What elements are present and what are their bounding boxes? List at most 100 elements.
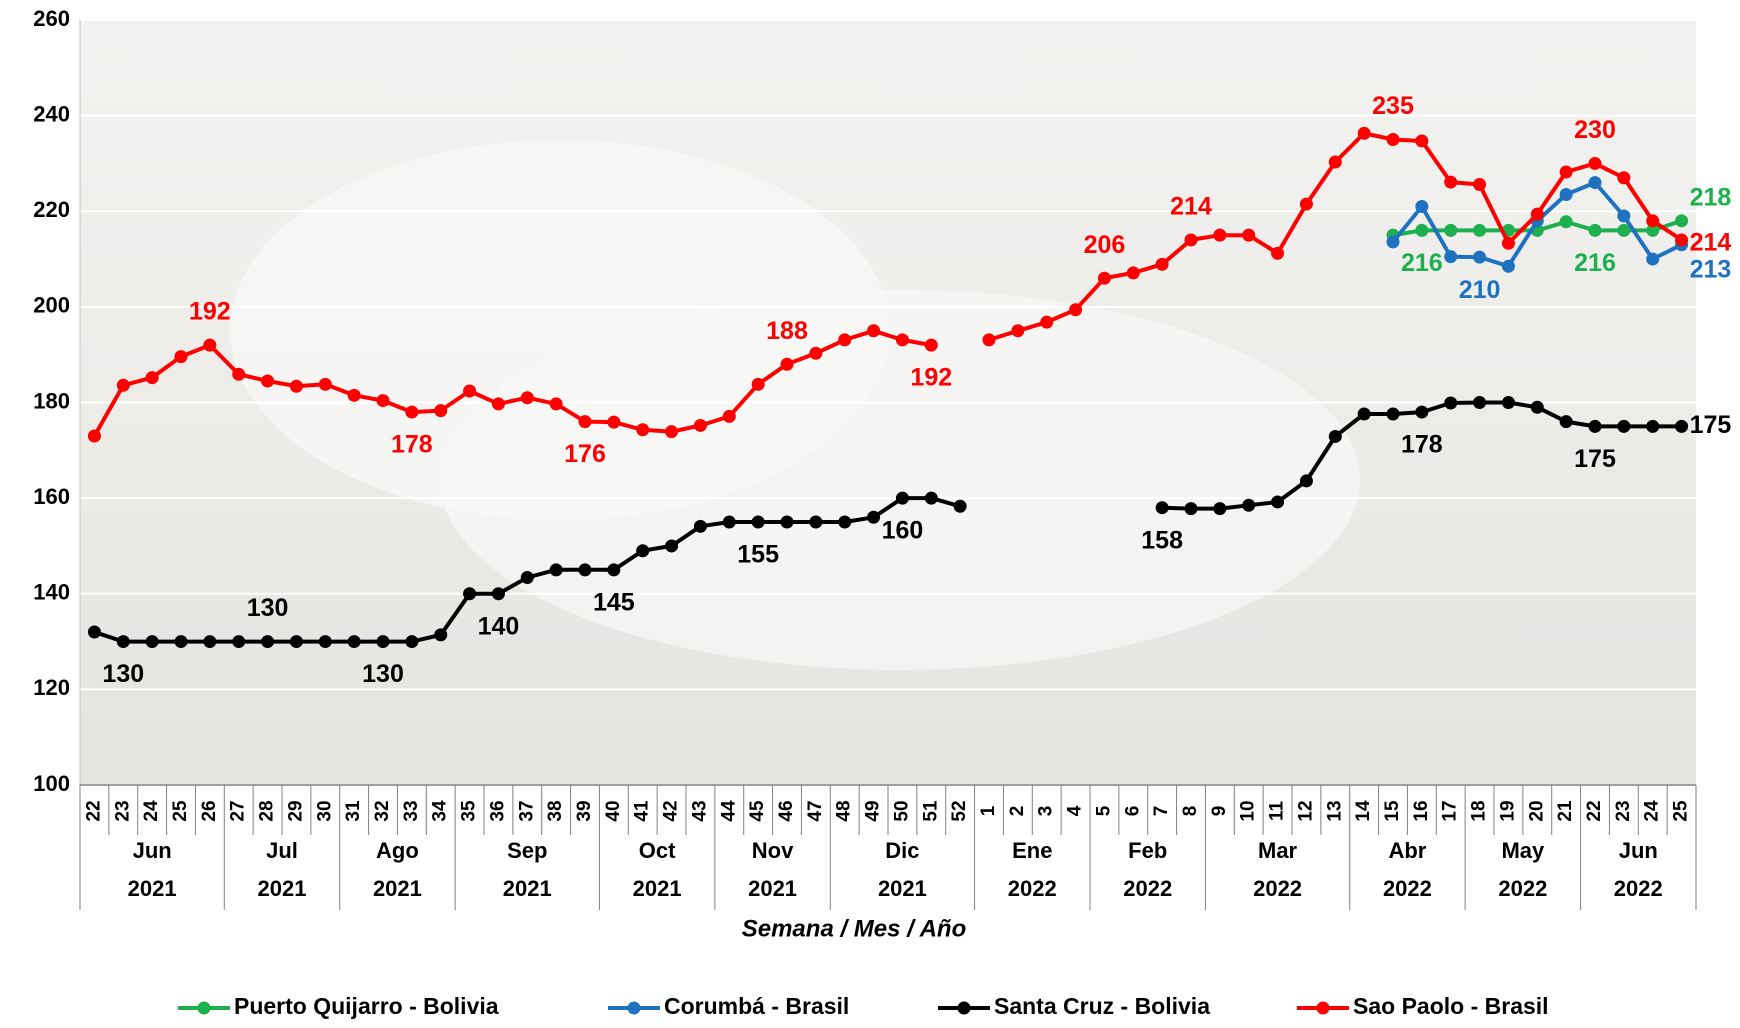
- data-point: [116, 635, 130, 649]
- data-point: [376, 394, 390, 408]
- x-tick-label: 19: [1497, 800, 1518, 821]
- month-label: Jul: [266, 838, 298, 863]
- year-label: 2021: [128, 876, 177, 901]
- data-point: [1501, 236, 1515, 250]
- data-point: [1530, 400, 1544, 414]
- data-point: [434, 628, 448, 642]
- data-point: [751, 515, 765, 529]
- x-axis-title: Semana / Mes / Año: [742, 915, 967, 942]
- data-point: [1271, 246, 1285, 260]
- data-label: 192: [189, 298, 231, 326]
- data-point: [1386, 235, 1400, 249]
- data-point: [1617, 171, 1631, 185]
- data-point: [405, 635, 419, 649]
- x-tick-label: 20: [1526, 800, 1547, 821]
- data-point: [1213, 502, 1227, 516]
- data-label: 188: [766, 317, 808, 345]
- data-point: [1473, 396, 1487, 409]
- x-tick-label: 6: [1122, 806, 1143, 817]
- x-tick-label: 42: [661, 800, 682, 821]
- legend-label: Santa Cruz - Bolivia: [994, 993, 1210, 1019]
- data-point: [1646, 419, 1660, 433]
- data-point: [1415, 199, 1429, 213]
- data-point: [1588, 156, 1602, 170]
- data-point: [1559, 165, 1573, 179]
- x-tick-label: 45: [747, 800, 768, 822]
- data-point: [1646, 223, 1660, 237]
- x-tick-label: 23: [1613, 800, 1634, 821]
- y-tick-label: 200: [33, 293, 70, 318]
- data-label: 213: [1690, 255, 1732, 283]
- data-point: [1184, 502, 1198, 516]
- month-label: Ago: [376, 838, 419, 863]
- legend-label: Corumbá - Brasil: [664, 993, 849, 1019]
- data-point: [665, 539, 679, 553]
- data-point: [203, 635, 217, 649]
- data-point: [1097, 271, 1111, 285]
- x-tick-label: 7: [1151, 806, 1172, 817]
- data-point: [1444, 223, 1458, 237]
- x-tick-label: 47: [805, 800, 826, 821]
- data-point: [895, 491, 909, 505]
- data-point: [809, 346, 823, 360]
- x-tick-label: 27: [228, 800, 249, 821]
- data-point: [1675, 233, 1689, 247]
- year-label: 2022: [1383, 876, 1432, 901]
- data-point: [491, 397, 505, 411]
- data-point: [463, 384, 477, 398]
- data-point: [1040, 315, 1054, 329]
- data-point: [1444, 175, 1458, 189]
- data-point: [1646, 214, 1660, 228]
- legend-marker: [1316, 1001, 1330, 1015]
- x-tick-label: 32: [372, 800, 393, 821]
- legend-marker: [627, 1001, 641, 1015]
- data-point: [1617, 419, 1631, 433]
- data-point: [1299, 197, 1313, 211]
- x-tick-label: 26: [199, 800, 220, 821]
- data-point: [1473, 177, 1487, 191]
- data-point: [1415, 223, 1429, 237]
- data-point: [953, 499, 967, 513]
- data-point: [780, 357, 794, 371]
- data-label: 145: [593, 588, 635, 616]
- data-point: [780, 515, 794, 529]
- x-tick-label: 24: [141, 800, 162, 822]
- data-point: [1559, 415, 1573, 429]
- y-tick-label: 220: [33, 197, 70, 222]
- data-label: 155: [737, 541, 779, 569]
- x-tick-label: 31: [343, 800, 364, 822]
- data-point: [607, 563, 621, 577]
- x-tick-label: 5: [1093, 805, 1114, 816]
- data-point: [924, 491, 938, 505]
- data-point: [1588, 176, 1602, 190]
- year-label: 2021: [373, 876, 422, 901]
- month-label: Jun: [1619, 838, 1658, 863]
- x-tick-label: 21: [1555, 800, 1576, 822]
- x-tick-label: 4: [1065, 805, 1086, 816]
- data-point: [636, 544, 650, 558]
- data-label: 176: [564, 440, 606, 468]
- data-point: [924, 338, 938, 352]
- data-point: [1357, 407, 1371, 421]
- data-point: [809, 515, 823, 529]
- data-label: 214: [1170, 193, 1212, 221]
- x-tick-label: 38: [545, 800, 566, 821]
- x-tick-label: 49: [863, 800, 884, 821]
- data-label: 158: [1141, 526, 1183, 554]
- data-point: [289, 379, 303, 393]
- data-point: [1271, 495, 1285, 509]
- x-tick-label: 29: [285, 800, 306, 821]
- x-tick-label: 15: [1382, 800, 1403, 822]
- x-tick-label: 48: [834, 800, 855, 821]
- data-point: [347, 635, 361, 649]
- data-point: [1559, 215, 1573, 229]
- data-label: 218: [1690, 183, 1732, 211]
- data-point: [1501, 396, 1515, 409]
- data-point: [1328, 429, 1342, 443]
- data-point: [1675, 214, 1689, 228]
- data-point: [1415, 405, 1429, 419]
- year-label: 2022: [1008, 876, 1057, 901]
- x-tick-label: 39: [574, 800, 595, 821]
- legend-marker: [197, 1001, 211, 1015]
